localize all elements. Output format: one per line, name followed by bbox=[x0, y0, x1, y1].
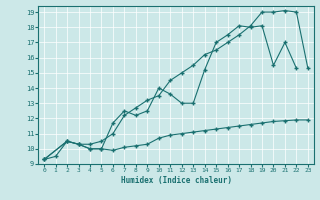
X-axis label: Humidex (Indice chaleur): Humidex (Indice chaleur) bbox=[121, 176, 231, 185]
